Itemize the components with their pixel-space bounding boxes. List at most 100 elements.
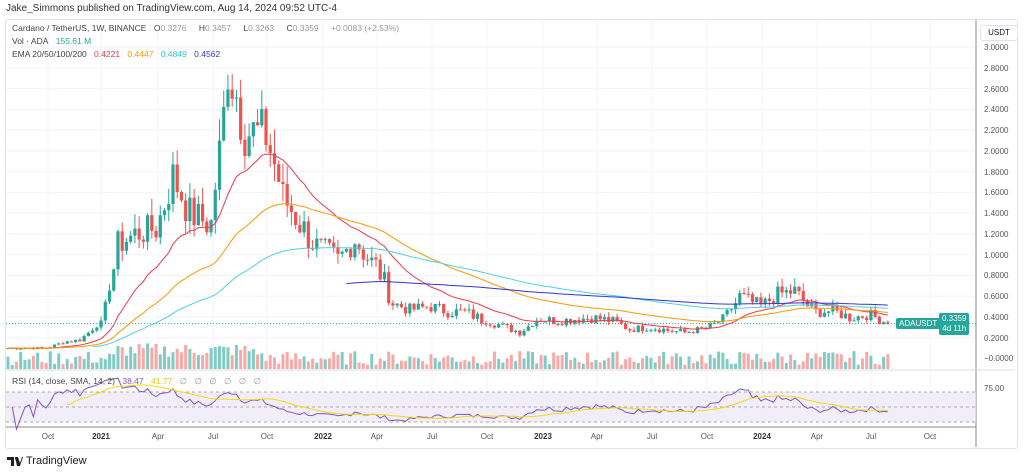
currency-selector[interactable]: USDT bbox=[980, 25, 1018, 41]
publisher-line: Jake_Simmons published on TradingView.co… bbox=[6, 3, 338, 14]
volume-bar bbox=[332, 351, 336, 369]
candle-body bbox=[442, 303, 446, 314]
volume-bar bbox=[205, 352, 209, 369]
candle-body bbox=[420, 303, 425, 307]
rsi-na-2: ∅ bbox=[194, 376, 202, 386]
volume-bar bbox=[784, 363, 788, 369]
volume-bar bbox=[256, 354, 260, 369]
symbol-legend: Cardano / TetherUS, 1W, BINANCE O0.3276 … bbox=[12, 23, 404, 33]
candle-body bbox=[103, 301, 107, 321]
candle-body bbox=[645, 330, 649, 332]
volume-bar bbox=[877, 364, 881, 369]
volume-bar bbox=[822, 351, 826, 369]
volume-bar bbox=[192, 352, 196, 369]
volume-value: 155.61 M bbox=[55, 36, 92, 46]
time-tick: Apr bbox=[151, 432, 165, 441]
volume-bar bbox=[327, 358, 331, 369]
tradingview-logo-icon bbox=[7, 456, 23, 466]
volume-bar bbox=[831, 352, 835, 369]
volume-bar bbox=[518, 351, 522, 369]
candle-body bbox=[492, 325, 497, 328]
candle-body bbox=[636, 325, 640, 333]
volume-bar bbox=[285, 352, 289, 369]
volume-bar bbox=[636, 362, 640, 369]
volume-bar bbox=[184, 344, 188, 369]
candle-body bbox=[678, 329, 683, 332]
candle-body bbox=[848, 313, 852, 322]
candle-body bbox=[543, 321, 547, 323]
rsi-na-4: ∅ bbox=[224, 376, 232, 386]
volume-bar bbox=[336, 354, 340, 369]
volume-bar bbox=[226, 347, 230, 369]
candle-body bbox=[175, 164, 179, 192]
candle-body bbox=[353, 244, 357, 258]
volume-bar bbox=[40, 361, 44, 369]
volume-bar bbox=[344, 364, 348, 369]
volume-bar bbox=[573, 357, 577, 369]
volume-bar bbox=[734, 363, 738, 369]
candle-body bbox=[585, 318, 590, 320]
candle-body bbox=[243, 139, 247, 156]
candle-body bbox=[137, 228, 141, 240]
candle-body bbox=[526, 326, 530, 331]
candle-body bbox=[408, 303, 412, 314]
candle-body bbox=[188, 197, 192, 222]
symbol-name[interactable]: Cardano / TetherUS, 1W, BINANCE bbox=[12, 23, 147, 33]
rsi-na-3: ∅ bbox=[209, 376, 217, 386]
candle-body bbox=[738, 293, 742, 304]
candle-body bbox=[230, 89, 234, 99]
candle-body bbox=[793, 286, 797, 294]
volume-bar bbox=[239, 349, 243, 369]
candle-body bbox=[6, 348, 10, 350]
last-price-tag: 0.3359 4d 11h bbox=[939, 313, 970, 335]
candle-body bbox=[568, 319, 573, 324]
candle-body bbox=[611, 317, 615, 322]
volume-bar bbox=[302, 356, 306, 369]
volume-bar bbox=[860, 358, 864, 369]
volume-bar bbox=[488, 361, 492, 369]
candle-body bbox=[179, 191, 184, 201]
volume-bar bbox=[378, 358, 382, 369]
volume-bar bbox=[526, 351, 530, 369]
volume-bar bbox=[243, 345, 247, 369]
volume-bar bbox=[725, 358, 729, 369]
volume-bar bbox=[852, 351, 856, 369]
open-value: 0.3276 bbox=[160, 23, 187, 33]
bar-countdown: 4d 11h bbox=[942, 324, 967, 333]
rsi-label[interactable]: RSI (14, close, SMA, 14, 2) bbox=[12, 376, 115, 386]
candle-body bbox=[662, 328, 666, 333]
candle-body bbox=[260, 108, 264, 126]
volume-bar bbox=[399, 360, 403, 369]
candle-body bbox=[560, 324, 564, 326]
ema50-line bbox=[8, 203, 888, 349]
candle-body bbox=[852, 320, 856, 322]
candle-body bbox=[683, 329, 687, 333]
volume-bar bbox=[700, 355, 704, 369]
volume-bar bbox=[615, 351, 619, 369]
volume-bar bbox=[759, 358, 763, 369]
candle-body bbox=[729, 309, 733, 311]
time-tick: Jul bbox=[646, 432, 658, 441]
candle-body bbox=[264, 108, 268, 146]
candle-body bbox=[488, 324, 492, 326]
candle-body bbox=[865, 317, 869, 320]
candle-body bbox=[484, 323, 488, 325]
ema-label[interactable]: EMA 20/50/100/200 bbox=[12, 49, 87, 59]
candle-body bbox=[556, 324, 560, 326]
candle-body bbox=[145, 215, 150, 242]
time-tick: Oct bbox=[260, 432, 274, 441]
volume-bar bbox=[19, 351, 23, 369]
price-tick: 2.6000 bbox=[984, 84, 1009, 94]
ema-legend: EMA 20/50/100/200 0.4221 0.4447 0.4849 0… bbox=[12, 49, 225, 59]
candle-body bbox=[255, 122, 260, 126]
tradingview-logo[interactable]: TradingView bbox=[7, 455, 87, 467]
candle-body bbox=[704, 327, 708, 329]
volume-label[interactable]: Vol · ADA bbox=[12, 36, 49, 46]
volume-bar bbox=[141, 348, 145, 369]
volume-bar bbox=[645, 355, 649, 369]
price-tick: 1.0000 bbox=[984, 250, 1009, 260]
volume-bar bbox=[116, 345, 120, 369]
candle-body bbox=[107, 290, 112, 302]
volume-bar bbox=[594, 360, 598, 369]
